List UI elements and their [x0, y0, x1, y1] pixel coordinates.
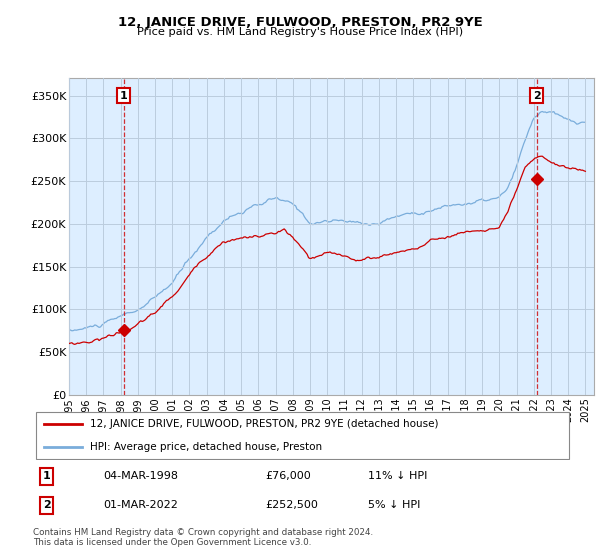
Text: Contains HM Land Registry data © Crown copyright and database right 2024.
This d: Contains HM Land Registry data © Crown c…: [33, 528, 373, 547]
Text: £76,000: £76,000: [265, 472, 311, 482]
Text: 11% ↓ HPI: 11% ↓ HPI: [368, 472, 427, 482]
Text: 2: 2: [533, 91, 541, 100]
Text: 2: 2: [43, 501, 50, 511]
FancyBboxPatch shape: [36, 412, 569, 459]
Text: 01-MAR-2022: 01-MAR-2022: [103, 501, 178, 511]
Text: £252,500: £252,500: [265, 501, 318, 511]
Text: Price paid vs. HM Land Registry's House Price Index (HPI): Price paid vs. HM Land Registry's House …: [137, 27, 463, 37]
Text: 1: 1: [119, 91, 127, 100]
Text: 04-MAR-1998: 04-MAR-1998: [103, 472, 178, 482]
Text: 5% ↓ HPI: 5% ↓ HPI: [368, 501, 420, 511]
Text: 12, JANICE DRIVE, FULWOOD, PRESTON, PR2 9YE: 12, JANICE DRIVE, FULWOOD, PRESTON, PR2 …: [118, 16, 482, 29]
Text: 1: 1: [43, 472, 50, 482]
Text: HPI: Average price, detached house, Preston: HPI: Average price, detached house, Pres…: [90, 442, 322, 452]
Text: 12, JANICE DRIVE, FULWOOD, PRESTON, PR2 9YE (detached house): 12, JANICE DRIVE, FULWOOD, PRESTON, PR2 …: [90, 419, 438, 430]
